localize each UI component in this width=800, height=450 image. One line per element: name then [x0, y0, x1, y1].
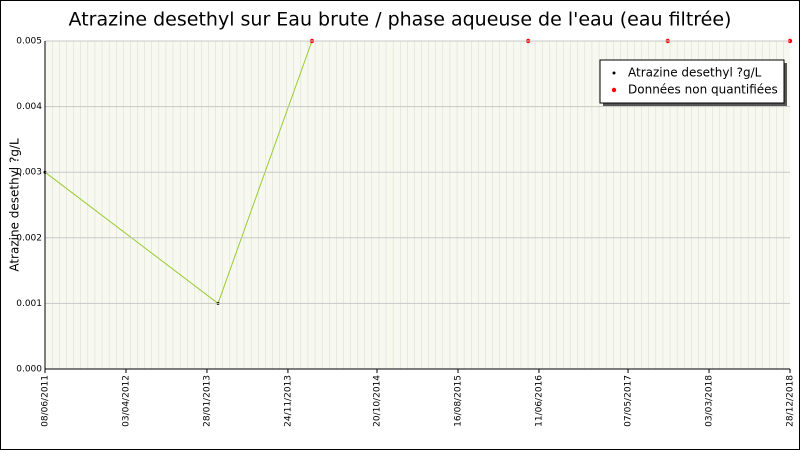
y-tick-label: 0.001	[16, 299, 42, 309]
x-tick-label: 24/11/2013	[283, 375, 293, 427]
x-tick-label: 08/06/2011	[41, 375, 51, 427]
legend-label: Atrazine desethyl ?g/L	[628, 66, 762, 80]
chart-title: Atrazine desethyl sur Eau brute / phase …	[69, 9, 732, 31]
legend-marker	[611, 87, 617, 93]
y-axis-label: Atrazine desethyl ?g/L	[8, 138, 22, 272]
x-tick-label: 28/12/2018	[786, 375, 796, 427]
x-tick-label: 20/10/2014	[373, 375, 383, 427]
x-tick-label: 11/06/2016	[534, 375, 544, 427]
y-tick-label: 0.005	[16, 37, 42, 47]
y-tick-label: 0.003	[16, 168, 42, 178]
x-tick-label: 16/08/2015	[453, 375, 463, 427]
y-tick-label: 0.004	[16, 102, 42, 112]
legend-marker	[612, 71, 616, 75]
y-tick-label: 0.000	[16, 365, 42, 375]
x-tick-label: 03/03/2018	[705, 375, 715, 427]
x-tick-label: 03/04/2012	[121, 375, 131, 427]
x-tick-label: 28/01/2013	[202, 375, 212, 427]
legend-box	[599, 59, 785, 104]
x-tick-label: 07/05/2017	[624, 375, 634, 427]
legend-label: Données non quantifiées	[628, 83, 778, 97]
y-tick-label: 0.002	[16, 233, 42, 243]
